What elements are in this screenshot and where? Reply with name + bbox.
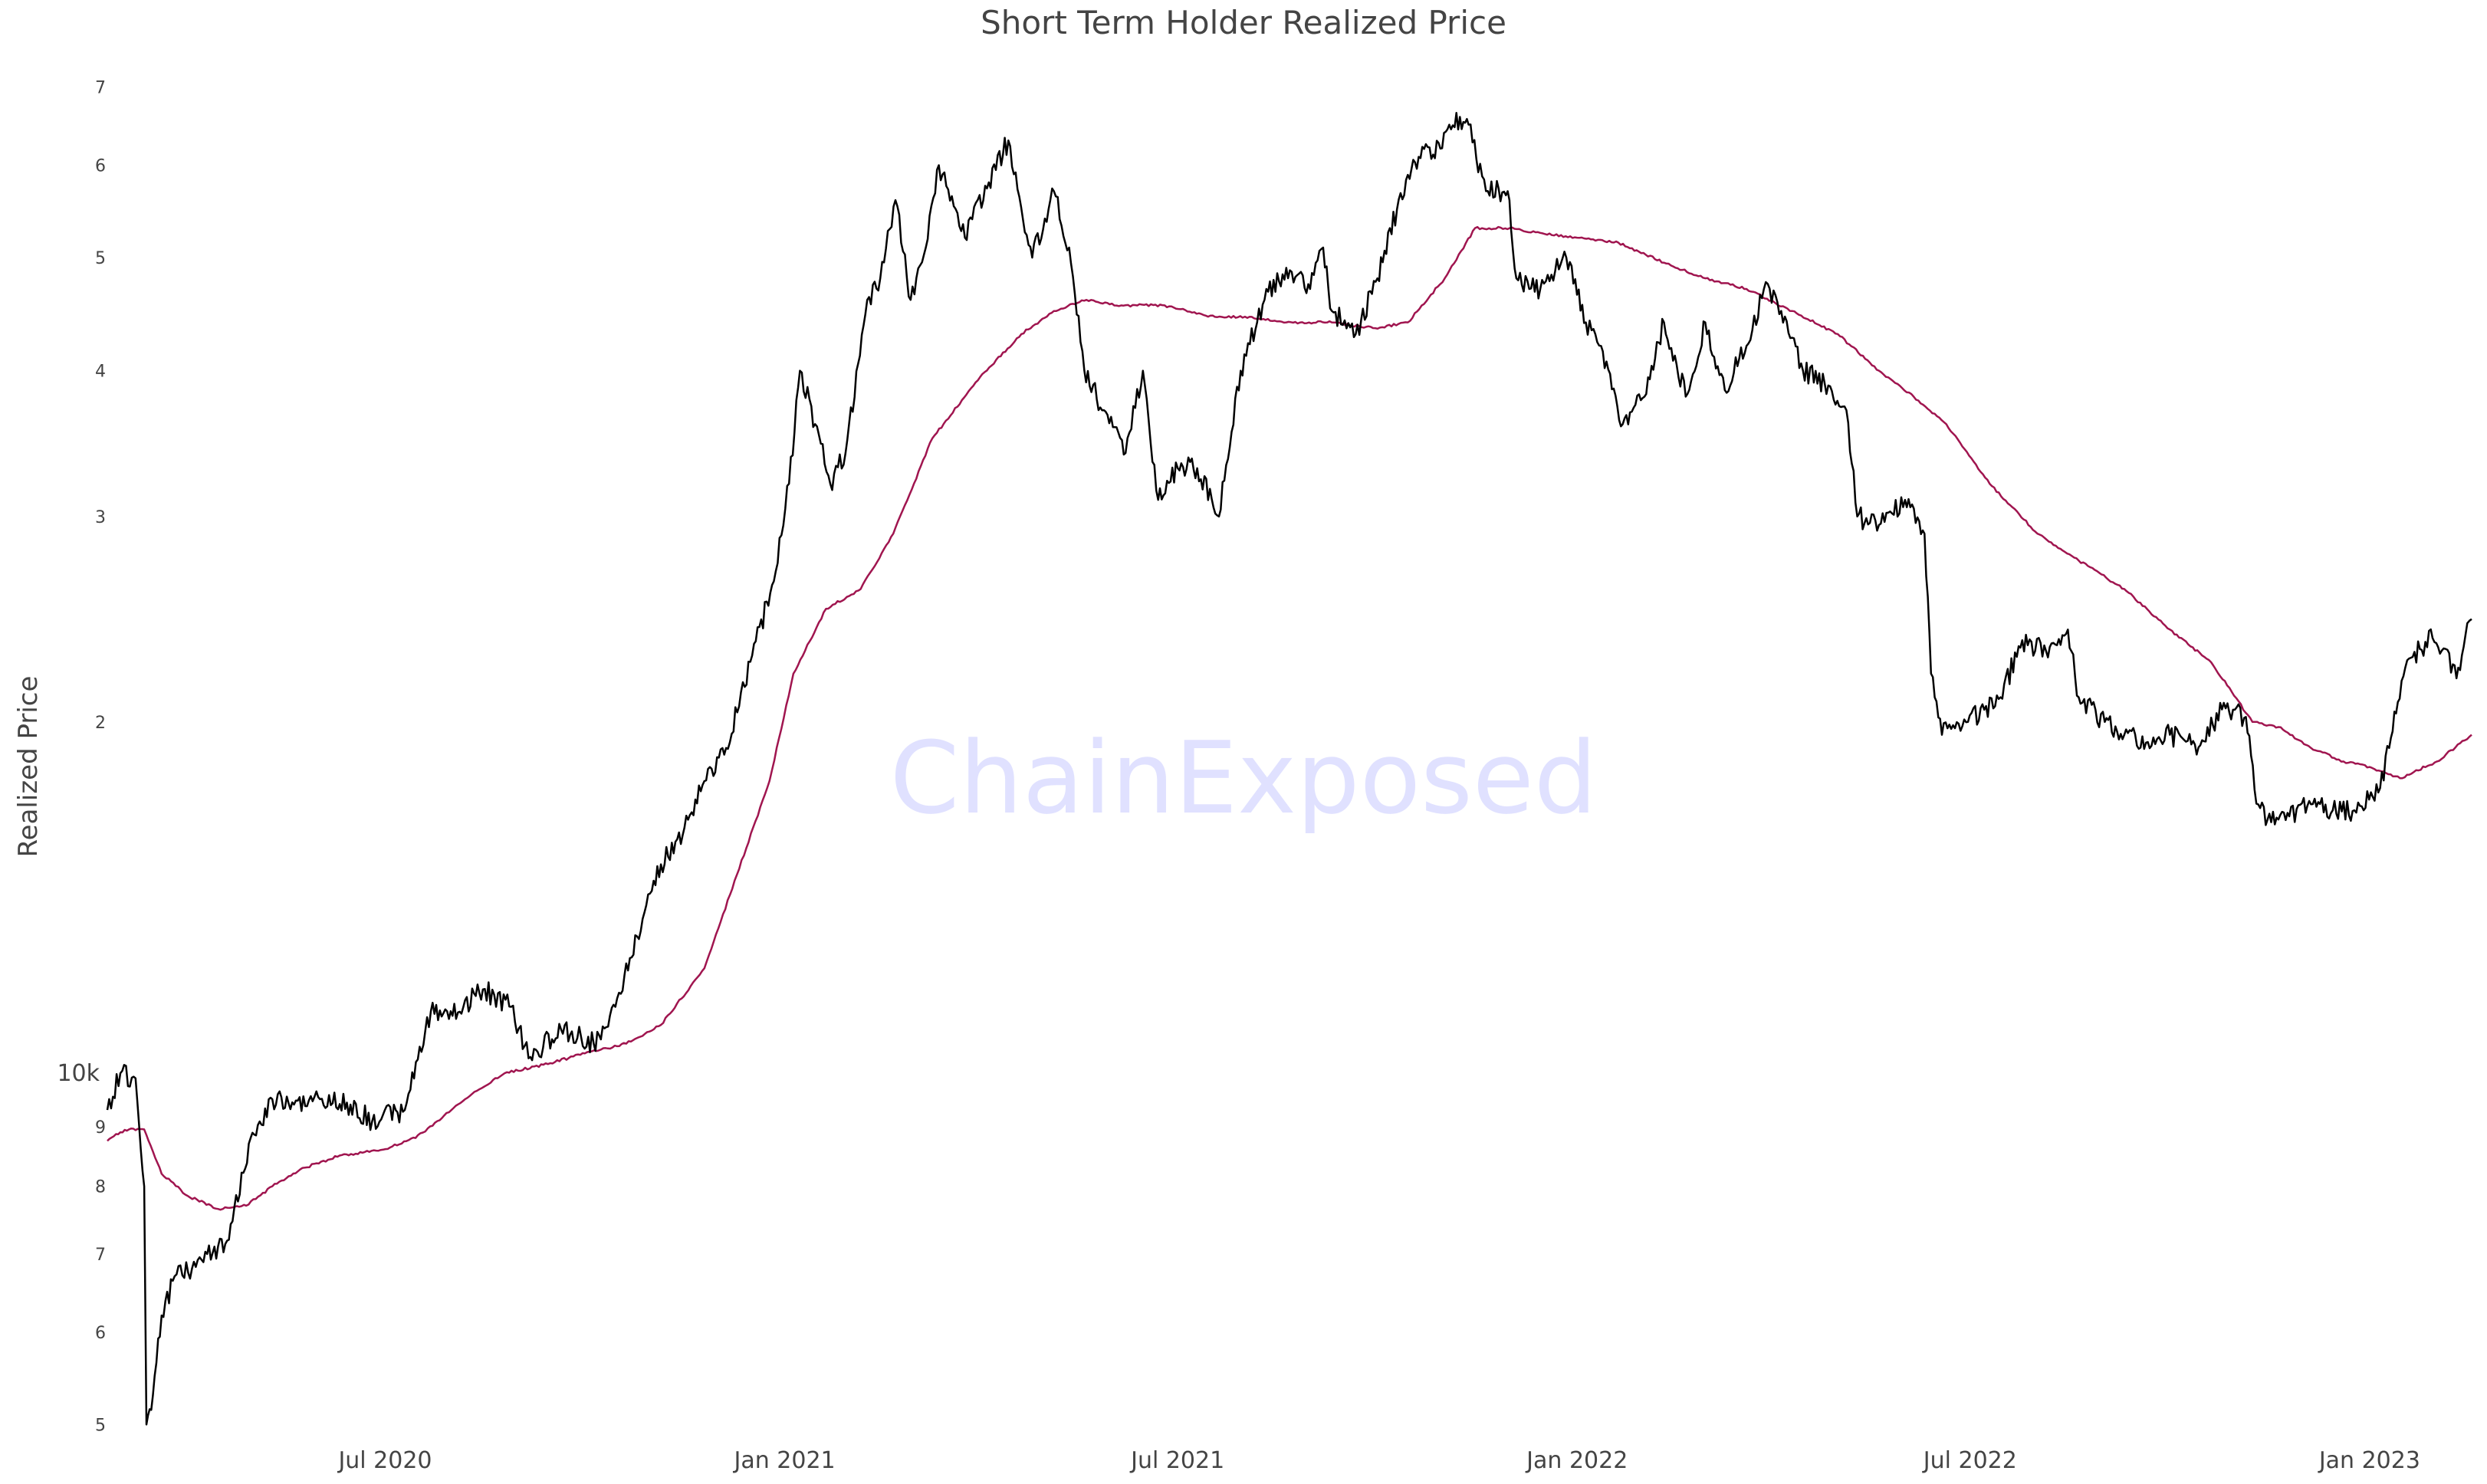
y-tick-label: 8	[95, 1178, 106, 1197]
y-tick-label: 9	[95, 1118, 106, 1138]
x-tick-label: Jan 2022	[1525, 1447, 1628, 1474]
y-tick-label: 6	[95, 1324, 106, 1343]
y-tick-label: 2	[95, 714, 106, 733]
y-tick-label: 10k	[57, 1060, 100, 1087]
y-tick-label: 5	[95, 249, 106, 268]
realized-price-line	[107, 225, 2472, 1211]
y-tick-label: 3	[95, 508, 106, 527]
x-tick-label: Jul 2020	[337, 1447, 432, 1474]
y-tick-label: 7	[95, 79, 106, 98]
x-tick-label: Jan 2021	[732, 1447, 835, 1474]
y-tick-label: 6	[95, 157, 106, 176]
x-tick-label: Jan 2023	[2318, 1447, 2420, 1474]
x-tick-label: Jul 2021	[1129, 1447, 1224, 1474]
y-tick-label: 5	[95, 1416, 106, 1435]
y-tick-label: 4	[95, 363, 106, 382]
x-axis-ticks: Jul 2020 Jan 2021 Jul 2021 Jan 2022 Jul 2022…	[337, 1447, 2420, 1474]
watermark: ChainExposed	[890, 720, 1598, 836]
y-axis-label: Realized Price	[13, 676, 44, 858]
x-tick-label: Jul 2022	[1922, 1447, 2017, 1474]
y-tick-label: 7	[95, 1246, 106, 1265]
price-line	[106, 112, 2472, 1426]
chart-title: Short Term Holder Realized Price	[981, 4, 1506, 41]
y-axis-ticks: 5 6 7 8 9 10k 2 3 4 5 6 7	[57, 79, 106, 1436]
